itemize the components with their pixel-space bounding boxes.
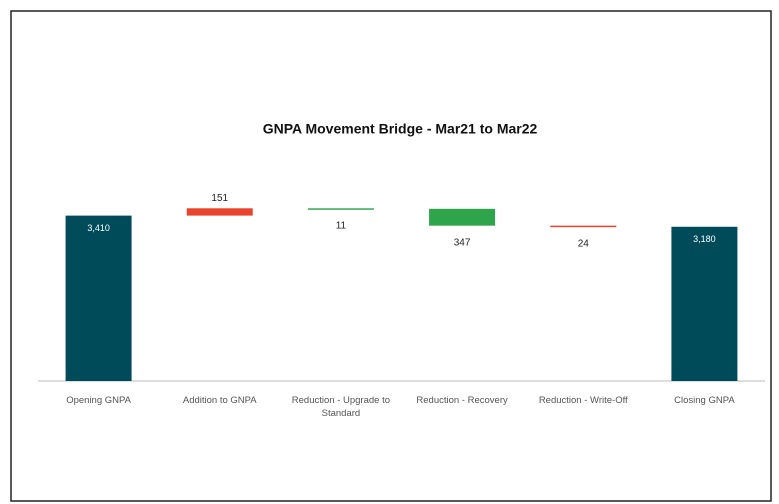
bar bbox=[429, 208, 496, 226]
bar bbox=[671, 226, 738, 381]
data-label: 3,410 bbox=[87, 223, 110, 233]
x-tick-label: Reduction - Upgrade to Standard bbox=[291, 395, 391, 419]
x-tick-label: Addition to GNPA bbox=[182, 395, 257, 406]
x-tick-label: Reduction - Recovery bbox=[416, 395, 508, 406]
data-label: 347 bbox=[454, 237, 471, 248]
bar bbox=[65, 215, 132, 381]
frame bbox=[10, 10, 772, 502]
x-tick-label: Opening GNPA bbox=[66, 395, 131, 406]
data-label: 24 bbox=[578, 238, 590, 249]
data-label: 3,180 bbox=[693, 234, 716, 244]
x-tick-label: Reduction - Write-Off bbox=[538, 395, 628, 406]
bar bbox=[550, 225, 617, 228]
data-label: 151 bbox=[211, 193, 228, 204]
bar bbox=[186, 208, 253, 216]
data-label: 11 bbox=[336, 220, 347, 231]
bar bbox=[307, 208, 374, 210]
x-tick-label: Closing GNPA bbox=[674, 395, 735, 406]
chart-title: GNPA Movement Bridge - Mar21 to Mar22 bbox=[263, 121, 538, 137]
